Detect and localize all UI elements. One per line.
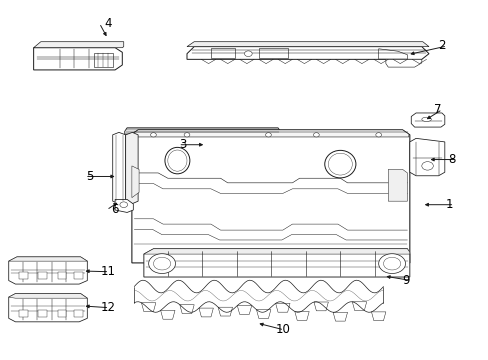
Ellipse shape — [167, 150, 186, 171]
Polygon shape — [132, 130, 409, 263]
Ellipse shape — [324, 150, 355, 178]
Text: 3: 3 — [179, 138, 186, 151]
Bar — [39, 310, 47, 317]
Polygon shape — [186, 47, 428, 59]
Polygon shape — [124, 128, 280, 134]
Text: 10: 10 — [275, 323, 290, 337]
Ellipse shape — [164, 147, 189, 174]
Polygon shape — [210, 48, 234, 58]
Ellipse shape — [421, 117, 430, 121]
Bar — [58, 273, 66, 279]
Text: 4: 4 — [104, 17, 111, 30]
Circle shape — [150, 133, 156, 137]
Bar — [74, 310, 83, 317]
Circle shape — [378, 254, 405, 274]
Text: 8: 8 — [447, 153, 455, 166]
Polygon shape — [409, 138, 444, 176]
Bar — [74, 273, 83, 279]
Polygon shape — [9, 257, 87, 261]
Text: 9: 9 — [402, 274, 409, 287]
Text: 2: 2 — [438, 40, 445, 53]
Circle shape — [184, 133, 189, 137]
Polygon shape — [9, 294, 87, 322]
Polygon shape — [125, 132, 138, 204]
Polygon shape — [294, 311, 308, 320]
Polygon shape — [180, 305, 194, 314]
Circle shape — [421, 162, 432, 170]
Polygon shape — [34, 48, 122, 70]
Polygon shape — [34, 42, 123, 48]
Text: 1: 1 — [445, 198, 452, 211]
Circle shape — [120, 202, 127, 207]
Polygon shape — [143, 249, 409, 254]
Bar — [39, 273, 47, 279]
Text: 5: 5 — [86, 170, 93, 183]
Bar — [58, 310, 66, 317]
Text: 6: 6 — [111, 203, 119, 216]
Circle shape — [383, 257, 400, 270]
Polygon shape — [351, 302, 366, 311]
Bar — [19, 310, 28, 317]
Polygon shape — [141, 303, 156, 312]
Circle shape — [148, 254, 175, 274]
Polygon shape — [112, 132, 125, 204]
Polygon shape — [132, 130, 408, 137]
Circle shape — [375, 133, 381, 137]
Polygon shape — [93, 53, 112, 67]
Polygon shape — [9, 294, 87, 298]
Circle shape — [244, 51, 252, 57]
Polygon shape — [371, 312, 385, 321]
Circle shape — [153, 257, 170, 270]
Polygon shape — [410, 113, 444, 127]
Polygon shape — [378, 49, 407, 59]
Polygon shape — [313, 302, 327, 311]
Polygon shape — [237, 306, 251, 314]
Polygon shape — [132, 166, 139, 198]
Polygon shape — [275, 303, 289, 312]
Polygon shape — [256, 310, 270, 319]
Polygon shape — [9, 257, 87, 284]
Polygon shape — [143, 249, 409, 277]
Polygon shape — [115, 199, 133, 212]
Text: 11: 11 — [101, 265, 116, 278]
Polygon shape — [160, 310, 175, 319]
Polygon shape — [258, 48, 287, 58]
Bar — [19, 273, 28, 279]
Text: 12: 12 — [101, 301, 116, 314]
Text: 7: 7 — [433, 103, 440, 116]
Polygon shape — [385, 59, 421, 67]
Polygon shape — [186, 42, 428, 47]
Polygon shape — [387, 170, 407, 201]
Polygon shape — [199, 308, 213, 317]
Polygon shape — [218, 307, 232, 316]
Circle shape — [265, 133, 271, 137]
Circle shape — [313, 133, 319, 137]
Polygon shape — [332, 312, 347, 321]
Ellipse shape — [327, 153, 351, 175]
